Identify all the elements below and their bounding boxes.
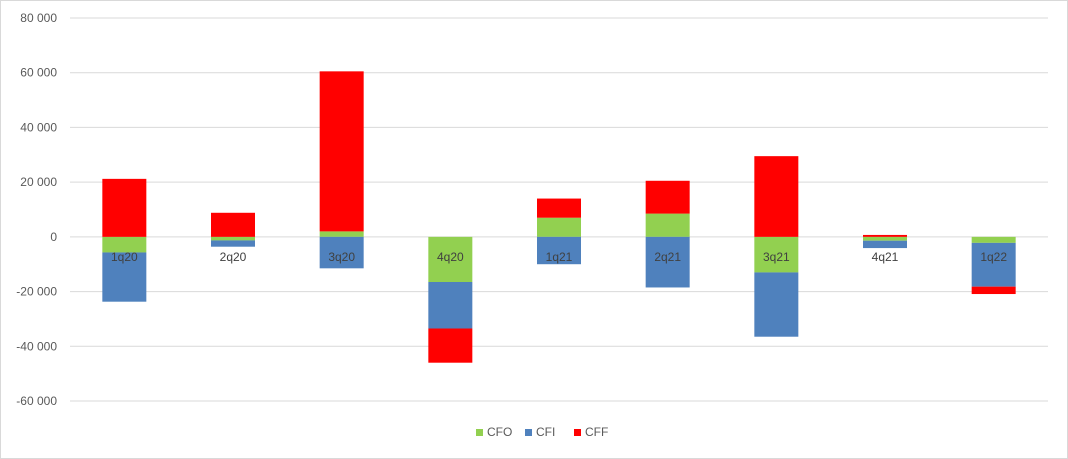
legend-swatch-cfo xyxy=(476,429,483,436)
bar-segment-cff xyxy=(754,156,799,237)
y-tick-label: -20 000 xyxy=(16,285,57,299)
bar-segment-cff xyxy=(971,286,1016,295)
bar-segment-cfo xyxy=(537,217,581,237)
legend-label-cfo: CFO xyxy=(487,425,512,439)
bar-segment-cfi xyxy=(971,242,1016,287)
category-label: 2q21 xyxy=(654,250,681,264)
bar-segment-cfi xyxy=(211,240,255,247)
y-tick-label: -40 000 xyxy=(16,339,57,353)
bar-segment-cff xyxy=(319,71,364,232)
bar-segment-cfi xyxy=(645,236,690,288)
bar-segment-cfo xyxy=(971,236,1016,243)
category-label: 1q20 xyxy=(111,250,138,264)
y-tick-label: 60 000 xyxy=(20,66,57,80)
bar-segment-cfo xyxy=(863,236,907,241)
bar-segment-cfi xyxy=(428,281,473,329)
legend: CFO CFI CFF xyxy=(476,425,608,439)
legend-label-cfi: CFI xyxy=(536,425,555,439)
legend-label-cff: CFF xyxy=(585,425,608,439)
bar-segment-cfo xyxy=(754,236,799,273)
y-tick-label: 80 000 xyxy=(20,11,57,25)
bar-segment-cff xyxy=(645,180,690,214)
category-label: 2q20 xyxy=(220,250,247,264)
category-label: 1q21 xyxy=(546,250,573,264)
category-label: 3q21 xyxy=(763,250,790,264)
bar-segment-cfi xyxy=(102,252,147,302)
bar-segment-cfo xyxy=(319,231,364,237)
bar-segment-cfi xyxy=(754,272,799,337)
bars xyxy=(102,71,1016,363)
legend-swatch-cff xyxy=(574,429,581,436)
category-label: 3q20 xyxy=(328,250,355,264)
legend-swatch-cfi xyxy=(525,429,532,436)
category-label: 1q22 xyxy=(980,250,1007,264)
y-tick-label: 0 xyxy=(50,230,57,244)
bar-segment-cfi xyxy=(863,240,907,249)
bar-segment-cff xyxy=(102,178,147,237)
y-axis-ticks: 80 000 60 000 40 000 20 000 0 -20 000 -40 000 -… xyxy=(16,11,57,408)
bar-segment-cfi xyxy=(537,236,581,265)
y-tick-label: 40 000 xyxy=(20,120,57,134)
bar-segment-cff xyxy=(537,198,581,218)
category-labels: 1q20 2q20 3q20 4q20 1q21 2q21 3q21 4q21 1q22 xyxy=(111,250,1007,264)
bar-segment-cff xyxy=(428,328,473,363)
y-tick-label: -60 000 xyxy=(16,394,57,408)
category-label: 4q21 xyxy=(872,250,899,264)
bar-segment-cfo xyxy=(102,236,147,253)
bar-segment-cfo xyxy=(428,236,473,282)
bar-segment-cfo xyxy=(211,236,255,241)
bar-segment-cff xyxy=(863,234,907,237)
bar-segment-cff xyxy=(211,212,255,237)
bar-segment-cfo xyxy=(645,213,690,237)
bar-segment-cfi xyxy=(319,236,364,269)
category-label: 4q20 xyxy=(437,250,464,264)
y-tick-label: 20 000 xyxy=(20,175,57,189)
